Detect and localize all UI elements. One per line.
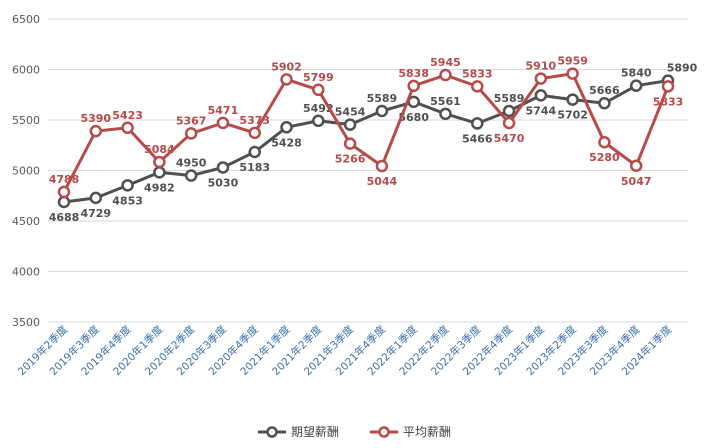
data-label: 5833 [462, 67, 493, 80]
data-label: 4788 [49, 173, 80, 186]
data-label: 5044 [367, 175, 398, 188]
data-label: 5373 [239, 114, 270, 127]
data-point [502, 104, 516, 118]
data-point [57, 195, 71, 209]
data-label: 5466 [462, 132, 493, 145]
data-point [184, 127, 198, 140]
data-point [216, 116, 230, 130]
data-label: 5428 [271, 136, 302, 149]
data-point [598, 135, 611, 149]
data-label: 5047 [621, 175, 652, 188]
data-label: 5589 [367, 92, 398, 105]
data-point [439, 68, 452, 82]
data-label: 5959 [557, 55, 588, 68]
data-label: 5454 [335, 106, 366, 119]
y-tick-label: 6500 [12, 13, 40, 26]
data-point [121, 121, 134, 135]
data-label: 5840 [621, 67, 652, 80]
data-point [280, 121, 293, 134]
data-point [57, 185, 71, 199]
data-point [629, 159, 643, 173]
data-label: 5367 [176, 114, 207, 127]
y-tick-label: 5500 [12, 114, 40, 127]
data-label: 4853 [112, 194, 143, 207]
legend-marker [266, 426, 278, 438]
data-label: 4982 [144, 181, 175, 194]
data-point [248, 126, 261, 140]
data-label: 5902 [271, 60, 302, 73]
data-point [153, 155, 166, 169]
y-tick-label: 3500 [12, 316, 40, 329]
data-label: 5280 [589, 151, 620, 164]
data-label: 5702 [557, 109, 588, 122]
data-label: 5266 [335, 153, 366, 166]
legend-marker [378, 426, 390, 438]
data-point [312, 83, 325, 97]
data-point [629, 79, 643, 92]
data-label: 5890 [667, 62, 698, 75]
data-point [121, 179, 134, 192]
data-point [566, 93, 579, 106]
data-label: 4950 [176, 157, 207, 170]
data-label: 4729 [80, 207, 111, 220]
data-point [248, 145, 261, 159]
data-point [502, 116, 516, 130]
data-label: 5680 [398, 111, 429, 124]
data-point [471, 117, 484, 130]
legend-label[interactable]: 期望薪酬 [291, 425, 339, 439]
data-label: 5390 [80, 112, 111, 125]
data-point [89, 191, 103, 205]
data-point [89, 124, 103, 138]
data-point [343, 118, 357, 131]
data-point [312, 114, 325, 128]
data-label: 5666 [589, 84, 620, 97]
data-point [566, 67, 579, 80]
data-point [534, 72, 548, 85]
data-label: 5589 [494, 92, 525, 105]
data-point [534, 89, 548, 102]
data-label: 5183 [239, 161, 270, 174]
data-point [471, 80, 484, 93]
data-point [375, 104, 389, 118]
y-tick-label: 4000 [12, 266, 40, 279]
y-tick-label: 6000 [12, 64, 40, 77]
data-label: 5470 [494, 132, 525, 145]
data-label: 5030 [208, 176, 239, 189]
data-label: 5084 [144, 143, 175, 156]
data-point [280, 73, 293, 86]
data-point [407, 79, 420, 93]
data-label: 4688 [49, 211, 80, 224]
data-point [343, 137, 357, 150]
data-label: 5471 [208, 104, 239, 117]
data-point [216, 161, 230, 174]
data-label: 5423 [112, 109, 143, 122]
data-point [184, 169, 198, 182]
data-label: 5910 [526, 60, 557, 73]
data-point [375, 159, 389, 173]
data-label: 5838 [398, 67, 429, 80]
data-point [598, 96, 611, 110]
y-tick-label: 5000 [12, 165, 40, 178]
data-label: 5561 [430, 95, 461, 108]
legend-label[interactable]: 平均薪酬 [403, 425, 451, 439]
data-point [661, 80, 675, 93]
data-label: 5744 [526, 104, 557, 117]
data-label: 5945 [430, 56, 461, 69]
data-label: 5833 [653, 95, 684, 108]
data-label: 5799 [303, 71, 334, 84]
y-tick-label: 4500 [12, 215, 40, 228]
data-point [439, 107, 452, 121]
data-point [153, 166, 166, 179]
